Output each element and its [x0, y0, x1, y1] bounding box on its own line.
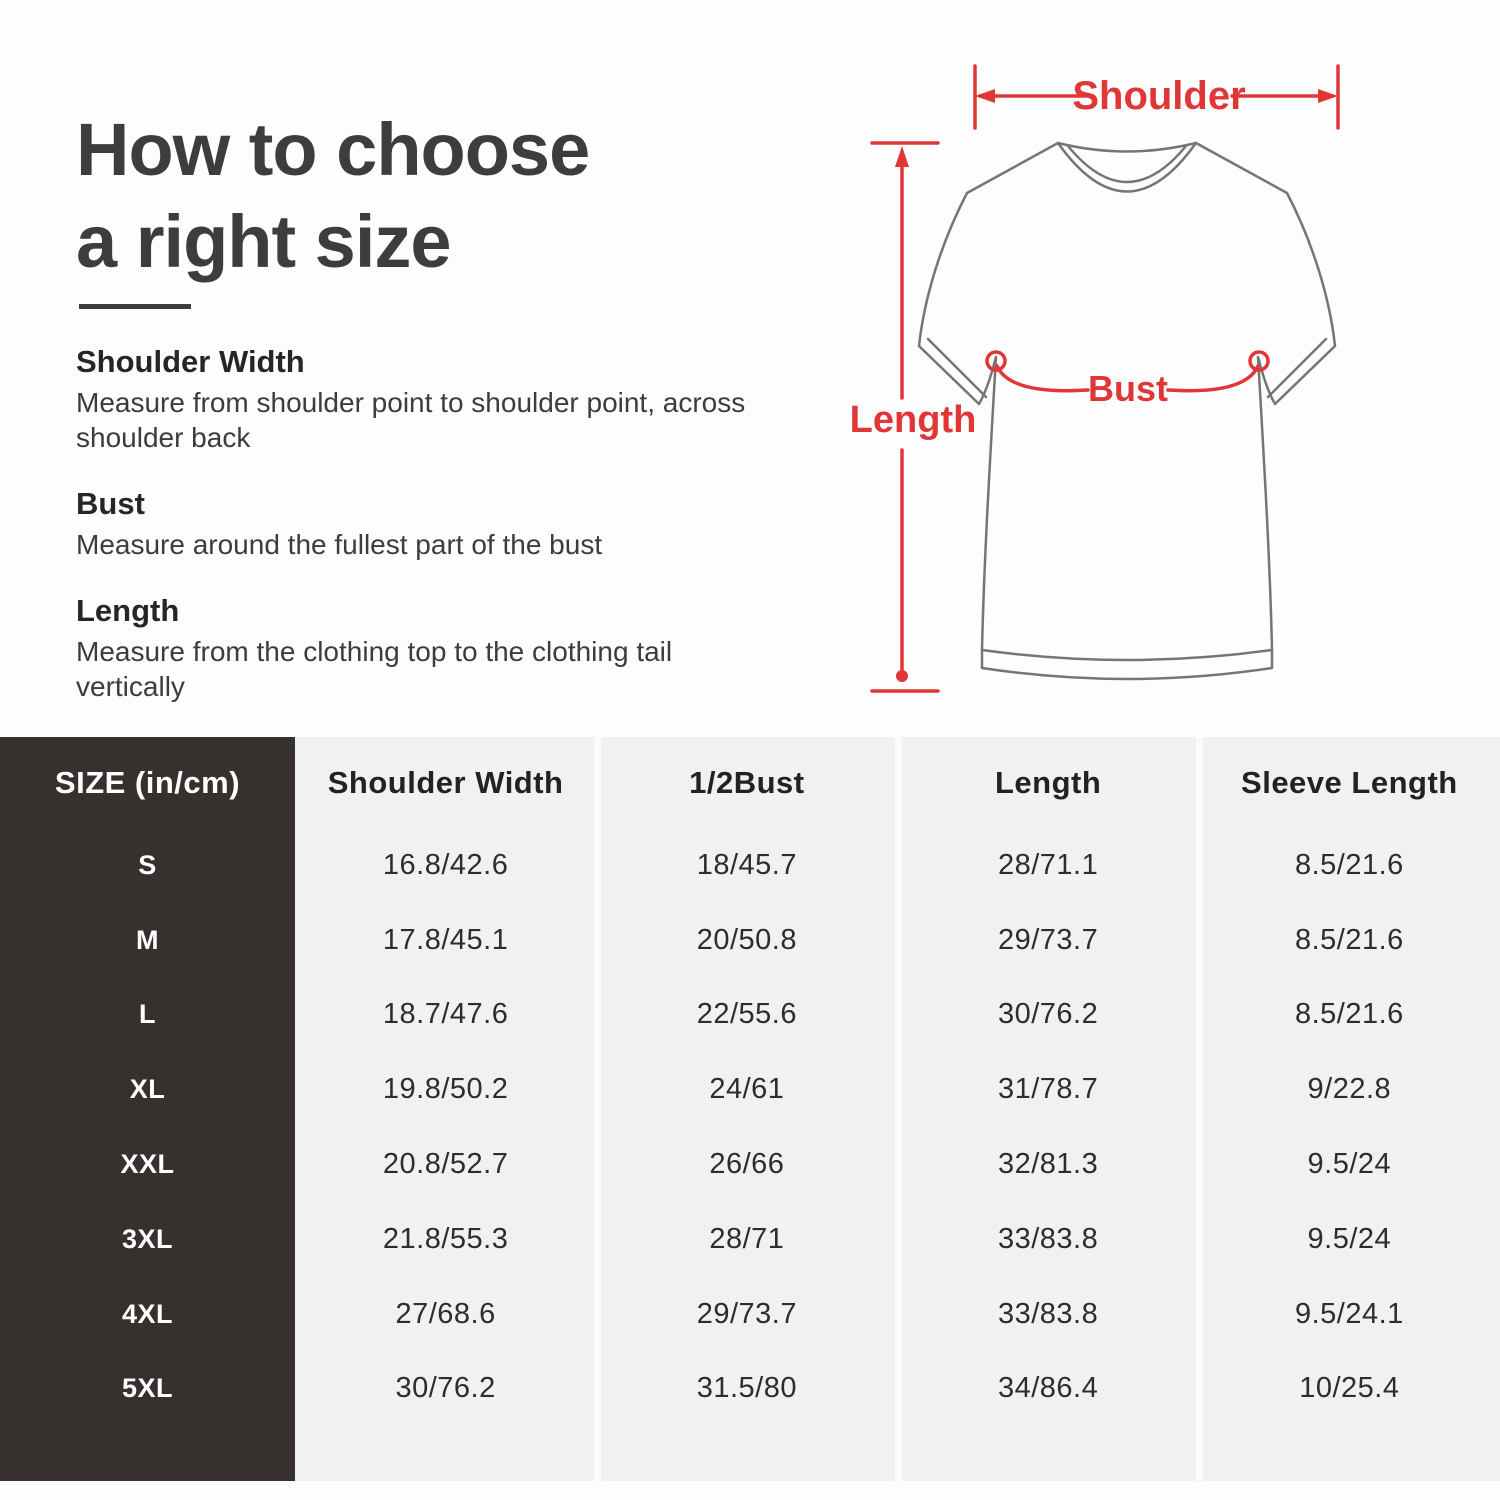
page-title-line2: a right size [76, 200, 452, 283]
column-header-length: Length [994, 764, 1102, 800]
size-column-background [0, 737, 295, 1481]
size-label-xl: XL [129, 1074, 166, 1105]
cell-m-length: 29/73.7 [997, 923, 1099, 956]
cell-xxl-shoulder-width: 20.8/52.7 [382, 1148, 509, 1181]
table-column-divider [895, 737, 902, 1481]
page-title-line1: How to choose [76, 108, 590, 191]
tshirt-measurement-diagram: Shoulder Length Bust [850, 64, 1340, 693]
cell-4xl-length: 33/83.8 [997, 1297, 1099, 1330]
bust-right-curl [1248, 350, 1270, 372]
column-header-sleeve-length: Sleeve Length [1241, 764, 1458, 800]
length-bottom-dot [896, 670, 908, 682]
size-label-5xl: 5XL [121, 1373, 174, 1404]
measurement-annotations [870, 64, 1340, 693]
bust-left-arc [995, 364, 1090, 393]
size-label-3xl: 3XL [121, 1223, 174, 1254]
cell-xl-sleeve-length: 9/22.8 [1307, 1073, 1392, 1106]
size-label-s: S [138, 849, 157, 880]
cell-m-half-bust: 20/50.8 [696, 923, 797, 956]
table-column-divider [594, 737, 601, 1481]
cell-l-shoulder-width: 18.7/47.6 [382, 998, 509, 1031]
bust-right-arc [1166, 364, 1260, 393]
cell-xl-length: 31/78.7 [997, 1073, 1099, 1106]
cell-xxl-length: 32/81.3 [997, 1148, 1099, 1181]
cell-l-half-bust: 22/55.6 [696, 998, 797, 1031]
cell-4xl-sleeve-length: 9.5/24.1 [1294, 1297, 1404, 1330]
how-to-choose-section: How to choose a right size Shoulder Width… [76, 104, 786, 704]
hem-line [980, 648, 1274, 662]
cell-l-length: 30/76.2 [997, 998, 1099, 1031]
cell-5xl-length: 34/86.4 [997, 1372, 1099, 1405]
measure-heading-length: Length [76, 593, 180, 628]
size-label-xxl: XXL [120, 1149, 175, 1180]
measure-desc-bust: Measure around the fullest part of the b… [76, 529, 603, 560]
size-label-m: M [136, 924, 159, 955]
title-underline [79, 304, 191, 309]
cell-s-length: 28/71.1 [997, 848, 1099, 881]
cell-s-sleeve-length: 8.5/21.6 [1294, 848, 1404, 881]
cell-4xl-shoulder-width: 27/68.6 [395, 1297, 496, 1330]
cell-xxl-half-bust: 26/66 [709, 1148, 785, 1181]
table-column-divider [1196, 737, 1203, 1481]
bust-label: Bust [1088, 368, 1168, 409]
size-label-4xl: 4XL [121, 1298, 174, 1329]
cell-m-shoulder-width: 17.8/45.1 [382, 923, 509, 956]
size-table: SIZE (in/cm) Shoulder Width 1/2Bust Leng… [0, 737, 1500, 1481]
column-header-shoulder-width: Shoulder Width [327, 764, 564, 800]
measure-heading-shoulder-width: Shoulder Width [76, 344, 305, 379]
cell-s-half-bust: 18/45.7 [696, 848, 797, 881]
size-label-l: L [139, 999, 156, 1030]
collar-inner-arc [1066, 144, 1188, 184]
cell-5xl-sleeve-length: 10/25.4 [1299, 1372, 1400, 1405]
cell-xl-half-bust: 24/61 [709, 1073, 785, 1106]
cell-l-sleeve-length: 8.5/21.6 [1294, 998, 1404, 1031]
page-title: How to choose a right size [76, 104, 786, 288]
length-top-arrowhead [895, 146, 909, 167]
tshirt-outline-path [917, 141, 1337, 681]
cell-s-shoulder-width: 16.8/42.6 [382, 848, 509, 881]
measure-heading-bust: Bust [76, 486, 145, 521]
cell-m-sleeve-length: 8.5/21.6 [1294, 923, 1404, 956]
left-cuff-line [926, 337, 988, 399]
size-column-header: SIZE (in/cm) [54, 764, 241, 800]
collar-outer-arc [1056, 141, 1198, 193]
tshirt-icon [917, 141, 1337, 681]
cell-4xl-half-bust: 29/73.7 [696, 1297, 797, 1330]
cell-3xl-length: 33/83.8 [997, 1222, 1099, 1255]
cell-3xl-half-bust: 28/71 [709, 1222, 785, 1255]
measure-desc-length: Measure from the clothing top to the clo… [76, 636, 673, 702]
cell-xxl-sleeve-length: 9.5/24 [1307, 1148, 1392, 1181]
shoulder-left-arrowhead [975, 89, 995, 103]
cell-5xl-shoulder-width: 30/76.2 [395, 1372, 496, 1405]
cell-5xl-half-bust: 31.5/80 [696, 1372, 797, 1405]
column-header-half-bust: 1/2Bust [689, 764, 805, 800]
measure-desc-shoulder-width: Measure from shoulder point to shoulder … [76, 387, 746, 453]
bust-left-curl [985, 350, 1007, 372]
shoulder-label: Shoulder [1072, 74, 1245, 118]
shoulder-right-arrowhead [1318, 89, 1338, 103]
cell-xl-shoulder-width: 19.8/50.2 [382, 1073, 509, 1106]
length-label: Length [850, 399, 976, 441]
cell-3xl-shoulder-width: 21.8/55.3 [382, 1222, 509, 1255]
cell-3xl-sleeve-length: 9.5/24 [1307, 1222, 1392, 1255]
right-cuff-line [1266, 337, 1328, 399]
size-table-section: SIZE (in/cm) Shoulder Width 1/2Bust Leng… [0, 737, 1500, 1481]
